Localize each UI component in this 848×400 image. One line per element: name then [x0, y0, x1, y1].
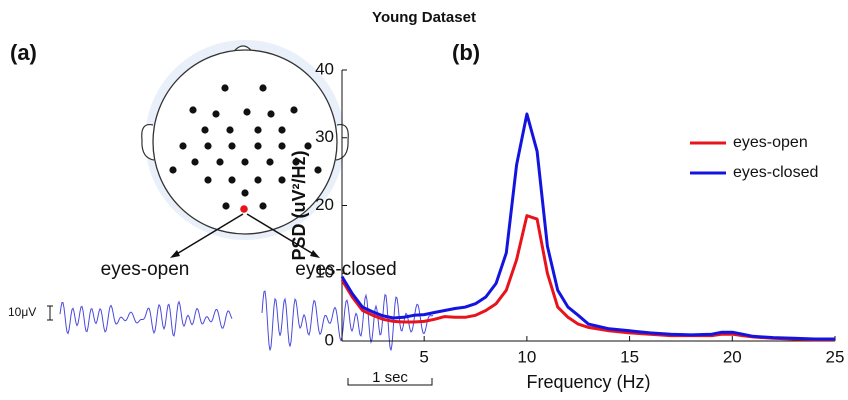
amplitude-scale-label: 10μV — [8, 305, 36, 319]
electrode — [226, 126, 234, 134]
psd-line — [340, 112, 835, 341]
electrode — [266, 158, 274, 166]
head-diagram — [141, 40, 349, 258]
electrode — [204, 142, 212, 150]
electrode — [201, 126, 209, 134]
electrode — [254, 176, 262, 184]
y-tick-label: 40 — [315, 59, 334, 78]
electrode — [292, 158, 300, 166]
condition-label: eyes-closed — [295, 259, 396, 280]
electrode — [314, 166, 322, 174]
electrode — [216, 158, 224, 166]
electrode — [241, 189, 249, 197]
arrow — [174, 213, 244, 256]
panel-label: (b) — [452, 40, 480, 65]
electrode — [191, 158, 199, 166]
x-tick-label: 5 — [419, 347, 428, 366]
electrode — [228, 142, 236, 150]
electrode — [228, 176, 236, 184]
x-tick-label: 15 — [620, 347, 639, 366]
figure-title: Young Dataset — [372, 9, 476, 26]
y-tick-label: 30 — [315, 127, 334, 146]
electrode — [278, 142, 286, 150]
electrode — [259, 202, 267, 210]
electrode — [189, 106, 197, 114]
panel-label: (a) — [10, 40, 37, 65]
arrow-head — [170, 250, 180, 258]
electrode — [278, 126, 286, 134]
x-axis-label: Frequency (Hz) — [526, 372, 650, 392]
arrow-head — [310, 250, 320, 258]
legend-label: eyes-closed — [733, 164, 818, 181]
time-scale-bar — [347, 378, 433, 386]
electrode — [278, 176, 286, 184]
electrode — [267, 110, 275, 118]
eeg-trace — [59, 300, 233, 337]
time-scale-label: 1 sec — [372, 369, 408, 386]
x-tick-label: 20 — [723, 347, 742, 366]
electrode — [254, 142, 262, 150]
x-tick-label: 10 — [517, 347, 536, 366]
y-tick-label: 0 — [325, 330, 334, 349]
head — [152, 49, 338, 235]
condition-label: eyes-open — [101, 259, 190, 280]
y-tick-label: 10 — [315, 263, 334, 282]
electrode — [169, 166, 177, 174]
electrode — [212, 110, 220, 118]
ear — [141, 123, 155, 161]
electrode — [204, 176, 212, 184]
amplitude-scale-bar — [47, 305, 53, 321]
electrode — [179, 142, 187, 150]
x-tick-label: 25 — [826, 347, 845, 366]
electrode — [241, 158, 249, 166]
psd-chart: 0 10 20 30 40 5 10 15 20 25 Frequency (Hz) PSD (uV²… — [289, 59, 845, 391]
electrode — [243, 108, 251, 116]
electrode — [304, 142, 312, 150]
electrode — [222, 202, 230, 210]
electrode — [221, 84, 229, 92]
psd-line — [340, 214, 835, 342]
electrode — [259, 84, 267, 92]
electrode — [290, 106, 298, 114]
arrow — [246, 213, 316, 256]
y-tick-label: 20 — [315, 195, 334, 214]
electrode-highlight — [240, 205, 248, 213]
electrode — [254, 126, 262, 134]
y-axis-label: PSD (uV²/Hz) — [289, 150, 309, 260]
legend-label: eyes-open — [733, 134, 808, 151]
